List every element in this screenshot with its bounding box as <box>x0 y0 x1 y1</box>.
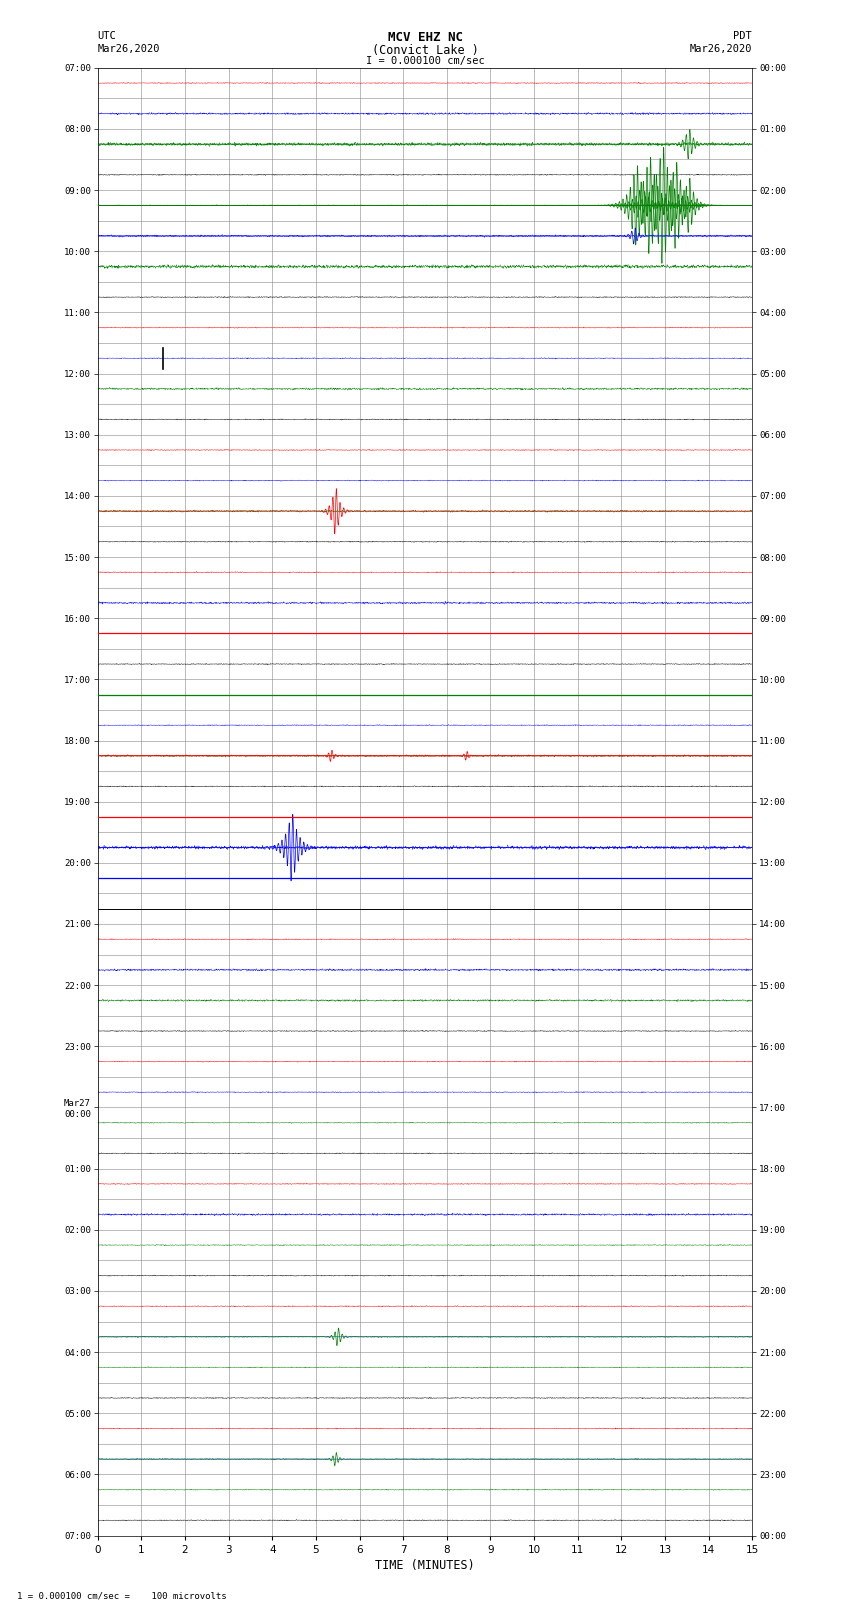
X-axis label: TIME (MINUTES): TIME (MINUTES) <box>375 1558 475 1571</box>
Text: UTC: UTC <box>98 31 116 40</box>
Text: (Convict Lake ): (Convict Lake ) <box>371 44 479 56</box>
Text: Mar26,2020: Mar26,2020 <box>689 44 752 53</box>
Text: Mar26,2020: Mar26,2020 <box>98 44 161 53</box>
Text: MCV EHZ NC: MCV EHZ NC <box>388 31 462 44</box>
Text: PDT: PDT <box>734 31 752 40</box>
Text: 1 = 0.000100 cm/sec =    100 microvolts: 1 = 0.000100 cm/sec = 100 microvolts <box>17 1590 227 1600</box>
Text: I = 0.000100 cm/sec: I = 0.000100 cm/sec <box>366 56 484 66</box>
